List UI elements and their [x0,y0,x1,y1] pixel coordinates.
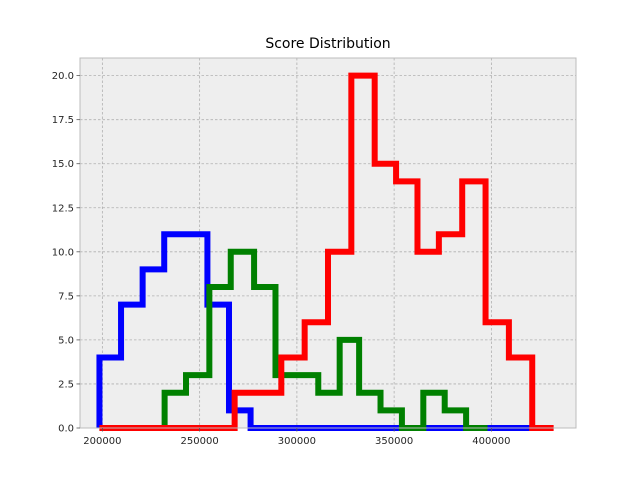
plot-frame [79,57,577,429]
x-tick-label: 400000 [472,436,510,447]
x-tick-label: 300000 [278,436,316,447]
x-tick-label: 250000 [181,436,219,447]
x-tick-label: 350000 [375,436,413,447]
y-tick-label: 2.5 [58,379,74,390]
histogram-series-2 [99,248,488,431]
chart-title: Score Distribution [265,36,390,52]
plot-background [80,58,576,428]
y-tick-label: 0.0 [58,424,74,435]
y-tick-label: 12.5 [52,203,74,214]
y-tick-label: 10.0 [52,247,74,258]
y-tick-label: 20.0 [52,71,74,82]
y-tick-label: 15.0 [52,159,74,170]
y-tick-label: 17.5 [52,115,74,126]
y-tick-label: 7.5 [58,291,74,302]
x-axis: 200000 250000 300000 350000 400000 [83,428,510,447]
y-axis: 0.0 2.5 5.0 7.5 10.0 12.5 15.0 17.5 20.0 [52,71,80,435]
y-tick-label: 5.0 [58,335,74,346]
x-tick-label: 200000 [83,436,121,447]
